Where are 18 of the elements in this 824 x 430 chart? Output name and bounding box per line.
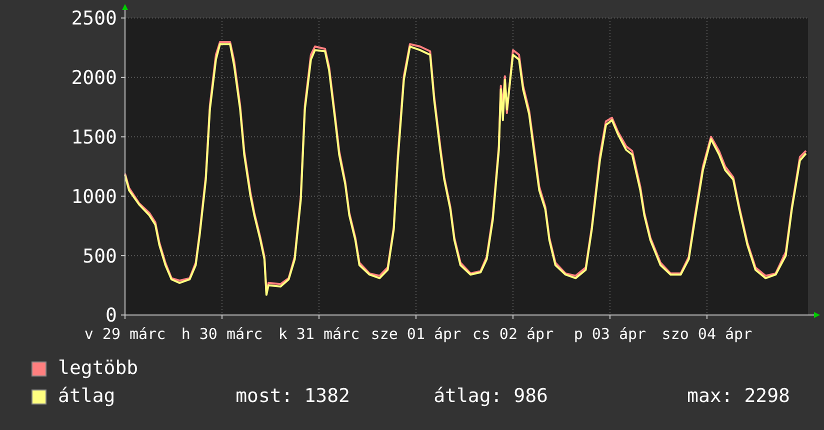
- text: most: 1382: [236, 385, 350, 407]
- x-tick-label: h 30 márc: [181, 325, 263, 343]
- x-tick-label: sze 01 ápr: [370, 325, 462, 343]
- text: max: 2298: [687, 385, 790, 407]
- y-tick-label: 1500: [71, 126, 117, 148]
- x-tick-label: cs 02 ápr: [472, 325, 554, 343]
- x-tick-label: k 31 márc: [278, 325, 360, 343]
- y-tick-label: 500: [82, 245, 117, 268]
- legend-label: átlag: [58, 385, 116, 407]
- x-tick-label: szo 04 ápr: [662, 325, 752, 343]
- x-tick-label: p 03 ápr: [574, 325, 646, 343]
- y-tick-label: 0: [106, 304, 117, 327]
- y-tick-label: 2000: [71, 67, 117, 90]
- x-tick-label: v 29 márc: [84, 325, 166, 343]
- text: átlag: 986: [434, 385, 548, 407]
- y-tick-label: 1000: [71, 186, 117, 208]
- legend-label: legtöbb: [58, 357, 138, 379]
- y-tick-label: 2500: [71, 8, 117, 30]
